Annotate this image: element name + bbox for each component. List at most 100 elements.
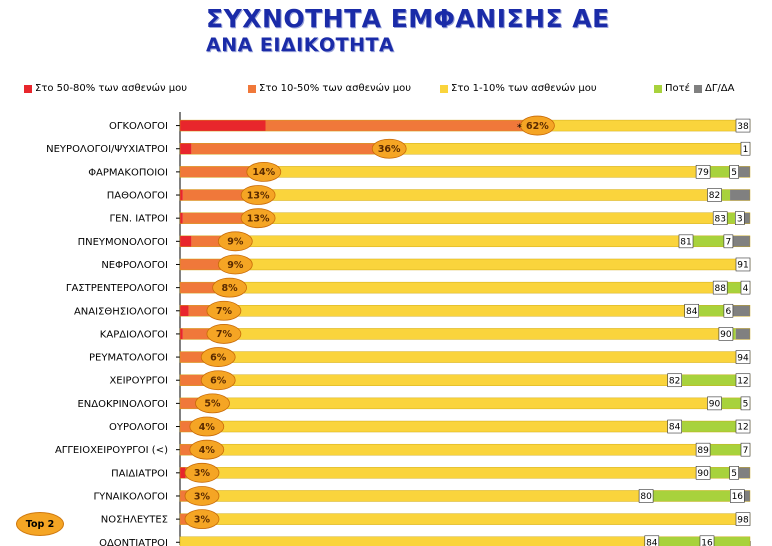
bar-outline [179,235,751,248]
bar-segment-s5 [735,328,750,340]
bar-segment-s4 [732,328,736,340]
percent-bubble [212,277,248,298]
bar-segment-s2 [180,282,226,294]
legend-label: Ποτέ [665,83,691,94]
value-label-box [740,280,751,295]
value-label-s4: 7 [726,238,732,248]
percent-bubble [520,115,555,136]
bar-segment-s1 [180,143,192,155]
category-label: ΑΓΓΕΙΟΧΕΙΡΟΥΡΓΟΙ (<) [55,445,168,456]
legend-swatch [694,84,702,93]
bar-segment-s3 [254,189,722,201]
percent-bubble [189,439,225,460]
value-label-box [695,466,711,480]
chart-title-line2: ΑΝΑ ΕΙΔΙΚΟΤΗΤΑ [206,34,395,56]
value-label-box [735,419,751,434]
category-label: ΡΕΥΜΑΤΟΛΟΓΟΙ [89,353,168,364]
value-label-box [718,327,734,341]
value-label-box [734,211,745,225]
value-label-s3: 90 [709,400,721,410]
category-label: ΓΑΣΤΡΕΝΤΕΡΟΛΟΓΟΙ [66,283,168,294]
legend-label: Στο 50-80% των ασθενών μου [35,83,187,94]
value-label-box [638,489,654,503]
value-label-box [729,165,739,179]
percent-label: 7% [216,306,233,317]
bar-segment-s3 [197,490,654,502]
top2-badge: Top 2 [16,512,64,536]
value-label-s3: 90 [720,330,732,340]
value-label-s4: 7 [743,446,749,456]
percent-label: 8% [222,283,239,294]
percent-label: 13% [247,190,270,201]
bar-segment-s3 [385,143,745,155]
value-label-s3: 90 [697,469,709,479]
value-label-box [735,118,751,133]
value-label-s3: 84 [686,307,698,317]
bar-outline [179,189,751,201]
legend-item-1: Στο 50-80% των ασθενών μου [24,83,187,94]
value-label-box [667,373,682,388]
category-label: ΑΝΑΙΣΘΗΣΙΟΛΟΓΟΙ [74,306,168,317]
bar-segment-s3 [202,444,711,456]
bar-segment-s4 [681,374,750,386]
chart-legend: Στο 50-80% των ασθενών μου Στο 10-50% των… [24,83,764,97]
value-label-s3: 89 [697,446,709,456]
category-label: ΟΥΡΟΛΟΓΟΙ [109,422,168,433]
bar-segment-s1 [180,235,192,247]
value-label-box [740,141,751,156]
chart-title-line1: ΣΥΧΝΟΤΗΤΑ ΕΜΦΑΝΙΣΗΣ ΑΕ [206,4,610,33]
value-label-s4: 4 [743,284,749,294]
bar-segment-s2 [191,143,386,155]
value-label-box [729,466,739,480]
bar-segment-s3 [219,328,733,340]
value-label-box [695,442,711,457]
percent-label: 3% [194,514,211,525]
legend-label: Στο 1-10% των ασθενών μου [451,83,597,94]
value-label-s3: 98 [737,515,749,525]
percent-label: 7% [216,329,233,340]
value-label-box [684,303,700,318]
percent-label: 9% [227,260,244,271]
percent-label: 62% [526,121,549,132]
bar-segment-s3 [202,421,682,433]
category-label: ΟΓΚΟΛΟΓΟΙ [109,121,168,132]
value-label-s3: 82 [709,191,720,201]
bar-segment-s4 [727,282,750,294]
percent-bubble [200,370,236,391]
legend-label: ΔΓ/ΔΑ [705,83,735,94]
bar-segment-s2 [182,189,255,201]
value-label-s4: 5 [731,469,737,479]
percent-label: 14% [252,167,275,178]
value-label-s3: 88 [714,284,726,294]
percent-label: 4% [199,422,216,433]
legend-item-5: ΔΓ/ΔΑ [694,83,734,94]
legend-swatch [440,84,448,93]
value-label-box [735,257,751,272]
percent-label: 5% [204,399,221,410]
bar-segment-s4 [653,490,745,502]
legend-swatch [248,84,256,93]
bar-segment-s4 [721,189,731,201]
bar-segment-s3 [214,351,750,363]
bar-segment-s1 [180,328,183,340]
bar-segment-s3 [219,305,699,317]
bar-outline [179,166,751,178]
value-label-box [735,350,751,364]
bar-segment-s1 [180,189,183,201]
value-label-box [740,396,751,411]
bar-segment-s3 [197,513,751,525]
percent-label: 9% [227,237,244,248]
bar-segment-s4 [698,305,733,317]
bar-segment-s2 [180,397,209,409]
value-label-s4: 16 [701,538,713,546]
bar-outline [179,212,751,224]
bar-outline [179,305,751,317]
percent-bubble [217,231,253,252]
legend-item-3: Στο 1-10% των ασθενών μου [440,83,597,94]
bar-segment-s2 [180,166,260,178]
bar-segment-s4 [721,397,750,409]
annotation-star: * [517,123,522,134]
value-label-s3: 81 [680,238,691,248]
percent-label: 4% [199,445,216,456]
bar-segment-s3 [197,467,711,479]
